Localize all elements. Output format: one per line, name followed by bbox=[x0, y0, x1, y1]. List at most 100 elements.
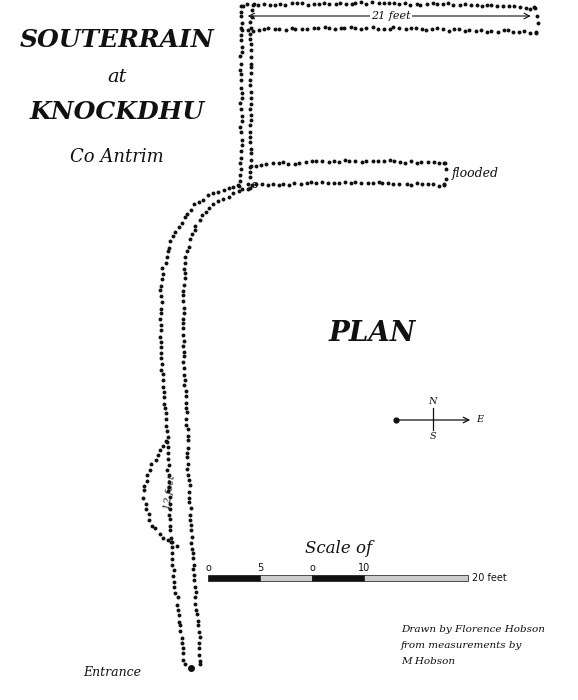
Point bbox=[361, 22, 370, 34]
Point bbox=[324, 177, 333, 188]
Point bbox=[139, 492, 148, 503]
Point bbox=[413, 0, 422, 9]
Point bbox=[191, 604, 200, 615]
Point bbox=[237, 18, 246, 29]
Point bbox=[156, 281, 165, 292]
Point bbox=[439, 24, 448, 35]
Point bbox=[179, 279, 188, 290]
Point bbox=[158, 368, 167, 379]
Point bbox=[357, 156, 366, 167]
Point bbox=[167, 554, 176, 565]
Point bbox=[245, 104, 254, 115]
Point bbox=[161, 435, 171, 446]
Point bbox=[455, 24, 464, 35]
Point bbox=[413, 178, 422, 189]
Point bbox=[406, 0, 415, 10]
Text: M Hobson: M Hobson bbox=[401, 657, 455, 666]
Point bbox=[161, 420, 171, 431]
Point bbox=[406, 22, 416, 34]
Point bbox=[265, 0, 275, 10]
Point bbox=[247, 4, 257, 15]
Point bbox=[183, 435, 192, 446]
Point bbox=[260, 23, 269, 34]
Point bbox=[287, 23, 296, 34]
Point bbox=[416, 0, 425, 10]
Point bbox=[306, 176, 316, 188]
Point bbox=[320, 22, 329, 33]
Point bbox=[313, 22, 322, 34]
Point bbox=[374, 176, 383, 188]
Point bbox=[184, 486, 194, 498]
Text: 5: 5 bbox=[257, 563, 264, 573]
Point bbox=[246, 171, 255, 182]
Point bbox=[224, 191, 234, 202]
Point bbox=[307, 155, 317, 167]
Point bbox=[439, 178, 449, 190]
Point bbox=[164, 459, 173, 470]
Point bbox=[369, 155, 378, 166]
Point bbox=[179, 341, 188, 352]
Point bbox=[160, 391, 169, 402]
Point bbox=[329, 155, 339, 166]
Point bbox=[175, 610, 184, 621]
Point bbox=[440, 179, 449, 190]
Point bbox=[181, 386, 191, 397]
Point bbox=[268, 178, 277, 190]
Point bbox=[183, 463, 192, 475]
Point bbox=[191, 586, 201, 597]
Point bbox=[516, 1, 525, 13]
Point bbox=[246, 45, 255, 56]
Point bbox=[179, 369, 188, 380]
Text: s: s bbox=[251, 180, 257, 190]
Point bbox=[177, 637, 186, 648]
Point bbox=[375, 0, 384, 8]
Point bbox=[245, 79, 254, 90]
Point bbox=[186, 204, 195, 216]
Point bbox=[159, 398, 168, 409]
Text: SOUTERRAIN: SOUTERRAIN bbox=[20, 28, 214, 52]
Point bbox=[309, 22, 318, 33]
Point bbox=[247, 179, 257, 190]
Point bbox=[246, 16, 255, 27]
Point bbox=[248, 0, 257, 10]
Point bbox=[442, 173, 451, 184]
Point bbox=[368, 0, 377, 8]
Point bbox=[178, 314, 187, 325]
Point bbox=[246, 132, 255, 143]
Point bbox=[179, 289, 188, 300]
Point bbox=[188, 564, 198, 575]
Point bbox=[186, 519, 195, 531]
Point bbox=[246, 86, 255, 97]
Point bbox=[155, 285, 165, 296]
Point bbox=[195, 655, 205, 666]
Point bbox=[492, 1, 501, 12]
Point bbox=[139, 485, 149, 496]
Text: 10: 10 bbox=[358, 563, 370, 573]
Point bbox=[388, 22, 398, 33]
Point bbox=[203, 190, 213, 201]
Point bbox=[180, 658, 189, 669]
Point bbox=[187, 525, 196, 536]
Point bbox=[238, 0, 247, 11]
Point bbox=[156, 347, 165, 358]
Point bbox=[245, 120, 254, 131]
Point bbox=[165, 525, 175, 536]
Point bbox=[194, 649, 203, 660]
Bar bbox=[312, 575, 364, 581]
Point bbox=[236, 65, 245, 76]
Point bbox=[144, 514, 153, 526]
Point bbox=[251, 178, 260, 190]
Text: PLAN: PLAN bbox=[328, 320, 416, 347]
Point bbox=[180, 302, 189, 314]
Point bbox=[179, 642, 188, 653]
Point bbox=[432, 22, 442, 34]
Point bbox=[394, 178, 403, 189]
Point bbox=[179, 362, 188, 373]
Point bbox=[525, 4, 535, 15]
Point bbox=[417, 178, 427, 190]
Point bbox=[237, 88, 246, 99]
Point bbox=[179, 356, 188, 368]
Point bbox=[395, 22, 404, 34]
Point bbox=[183, 430, 192, 441]
Point bbox=[237, 134, 246, 146]
